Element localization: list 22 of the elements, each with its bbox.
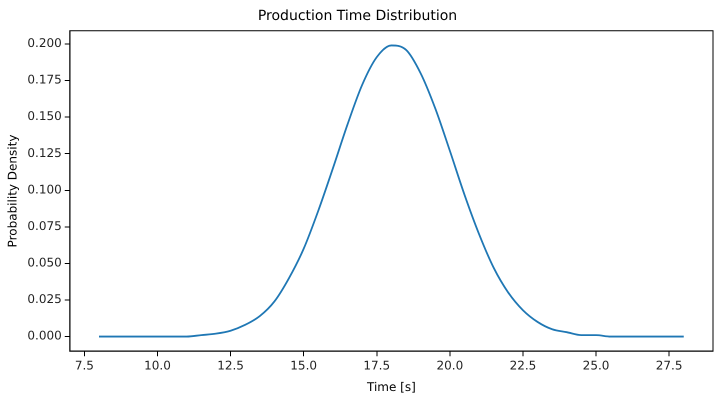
y-tick-label: 0.075 xyxy=(27,218,62,233)
x-tick-label: 20.0 xyxy=(436,358,464,373)
line-series xyxy=(98,44,685,338)
chart-title: Production Time Distribution xyxy=(258,8,458,24)
y-tick-label: 0.200 xyxy=(27,36,62,50)
y-tick-label: 0.175 xyxy=(27,72,62,87)
y-tick-label: 0.100 xyxy=(27,182,62,196)
x-axis-title: Time [s] xyxy=(366,380,416,394)
y-axis-title: Probability Density xyxy=(5,134,20,248)
x-tick-label: 12.5 xyxy=(217,358,244,373)
y-tick-label: 0.150 xyxy=(27,109,62,124)
x-tick-label: 15.0 xyxy=(290,358,318,373)
x-tick-label: 22.5 xyxy=(510,358,536,373)
y-tick-label: 0.125 xyxy=(27,146,62,160)
y-tick-label: 0.050 xyxy=(27,256,62,270)
y-tick-label: 0.025 xyxy=(27,292,62,306)
x-tick-label: 25.0 xyxy=(582,358,610,373)
x-tick-label: 7.5 xyxy=(74,358,94,373)
x-tick-label: 10.0 xyxy=(144,358,171,373)
x-tick-label: 27.5 xyxy=(656,358,682,373)
y-tick-label: 0.000 xyxy=(27,328,62,343)
x-tick-label: 17.5 xyxy=(363,358,390,373)
